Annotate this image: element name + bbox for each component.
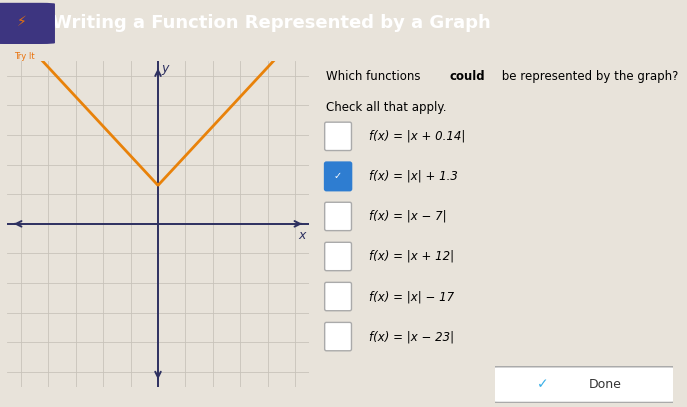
- Text: ⚡: ⚡: [17, 15, 27, 29]
- Text: Check all that apply.: Check all that apply.: [326, 101, 447, 114]
- FancyBboxPatch shape: [325, 202, 352, 231]
- Text: could: could: [450, 70, 485, 83]
- Text: y: y: [161, 62, 168, 75]
- Text: f(x) = |x + 12|: f(x) = |x + 12|: [370, 250, 455, 263]
- Text: Done: Done: [589, 378, 622, 391]
- FancyBboxPatch shape: [325, 282, 352, 311]
- Text: ✓: ✓: [334, 171, 342, 182]
- Text: Which functions: Which functions: [326, 70, 425, 83]
- Text: x: x: [299, 229, 306, 242]
- Text: Try It: Try It: [14, 52, 34, 61]
- FancyBboxPatch shape: [325, 242, 352, 271]
- Text: ✓: ✓: [537, 378, 549, 392]
- Text: f(x) = |x| + 1.3: f(x) = |x| + 1.3: [370, 170, 458, 183]
- Text: Writing a Function Represented by a Graph: Writing a Function Represented by a Grap…: [52, 14, 491, 33]
- Text: f(x) = |x + 0.14|: f(x) = |x + 0.14|: [370, 130, 466, 143]
- FancyBboxPatch shape: [491, 367, 677, 403]
- FancyBboxPatch shape: [325, 162, 352, 190]
- FancyBboxPatch shape: [325, 322, 352, 351]
- Text: f(x) = |x − 23|: f(x) = |x − 23|: [370, 330, 455, 343]
- Text: f(x) = |x| − 17: f(x) = |x| − 17: [370, 290, 455, 303]
- Text: f(x) = |x − 7|: f(x) = |x − 7|: [370, 210, 447, 223]
- Text: be represented by the graph?: be represented by the graph?: [498, 70, 678, 83]
- FancyBboxPatch shape: [325, 122, 352, 151]
- FancyBboxPatch shape: [0, 3, 55, 44]
